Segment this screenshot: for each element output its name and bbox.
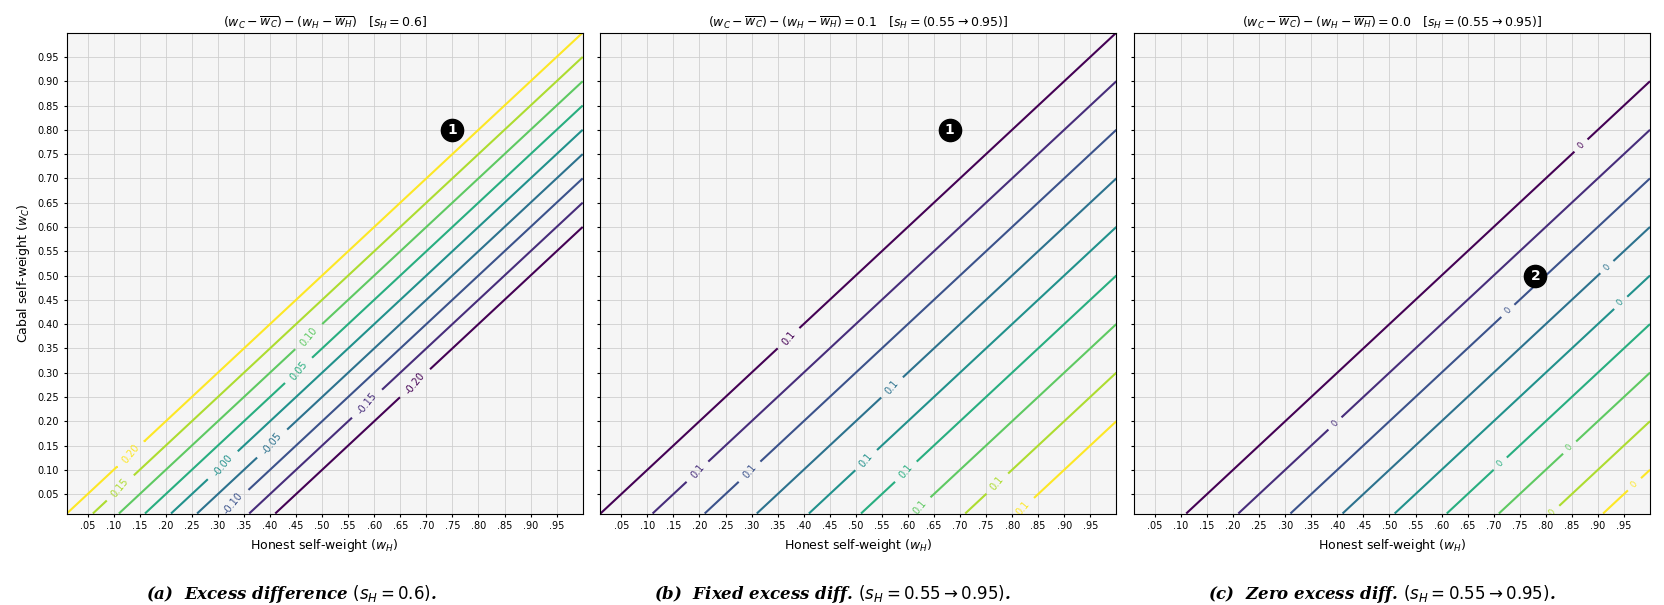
Text: 0: 0 bbox=[1330, 419, 1340, 428]
Text: 1: 1 bbox=[943, 123, 953, 137]
Text: 0: 0 bbox=[1564, 443, 1574, 453]
Text: 0: 0 bbox=[1503, 306, 1513, 316]
Text: 0.15: 0.15 bbox=[110, 477, 131, 500]
Text: (c)  Zero excess diff. $(s_H = 0.55 \to 0.95)$.: (c) Zero excess diff. $(s_H = 0.55 \to 0… bbox=[1208, 583, 1554, 605]
Text: -0.00: -0.00 bbox=[211, 453, 235, 478]
Text: 0: 0 bbox=[1629, 479, 1639, 489]
Text: 0: 0 bbox=[1494, 459, 1504, 468]
Text: 0.1: 0.1 bbox=[988, 474, 1005, 492]
Text: -0.10: -0.10 bbox=[221, 491, 245, 517]
Title: $(w_C - \overline{w_C}) - (w_H - \overline{w_H}) = 0.1$   $[s_H = (0.55\to0.95)]: $(w_C - \overline{w_C}) - (w_H - \overli… bbox=[707, 15, 1008, 31]
Text: 0: 0 bbox=[1614, 298, 1624, 308]
Text: (b)  Fixed excess diff. $(s_H = 0.55 \to 0.95)$.: (b) Fixed excess diff. $(s_H = 0.55 \to … bbox=[654, 583, 1010, 605]
X-axis label: Honest self-weight $(w_H)$: Honest self-weight $(w_H)$ bbox=[1316, 537, 1466, 554]
Text: (a)  Excess difference $(s_H = 0.6)$.: (a) Excess difference $(s_H = 0.6)$. bbox=[146, 583, 436, 605]
X-axis label: Honest self-weight $(w_H)$: Honest self-weight $(w_H)$ bbox=[784, 537, 932, 554]
Title: $(w_C - \overline{w_C}) - (w_H - \overline{w_H})$   $[s_H = 0.6]$: $(w_C - \overline{w_C}) - (w_H - \overli… bbox=[223, 15, 426, 31]
Text: 0: 0 bbox=[1546, 507, 1558, 517]
Text: 0: 0 bbox=[1574, 141, 1586, 151]
Text: 2: 2 bbox=[1529, 269, 1539, 283]
Title: $(w_C - \overline{w_C}) - (w_H - \overline{w_H}) = 0.0$   $[s_H = (0.55\to0.95)]: $(w_C - \overline{w_C}) - (w_H - \overli… bbox=[1241, 15, 1541, 31]
Text: -0.20: -0.20 bbox=[403, 370, 426, 396]
Text: 0.1: 0.1 bbox=[897, 463, 914, 481]
Text: 0.1: 0.1 bbox=[884, 378, 900, 396]
Text: 0.10: 0.10 bbox=[298, 325, 319, 348]
Text: 0: 0 bbox=[1601, 262, 1611, 272]
Text: 1: 1 bbox=[448, 123, 458, 137]
Text: 0.20: 0.20 bbox=[120, 442, 141, 465]
Text: 0.1: 0.1 bbox=[910, 499, 929, 517]
Text: -0.15: -0.15 bbox=[354, 391, 379, 416]
Text: 0.1: 0.1 bbox=[779, 329, 797, 347]
Text: 0.1: 0.1 bbox=[689, 463, 706, 481]
Text: 0.1: 0.1 bbox=[1013, 499, 1032, 517]
Text: 0.1: 0.1 bbox=[857, 451, 874, 469]
X-axis label: Honest self-weight $(w_H)$: Honest self-weight $(w_H)$ bbox=[250, 537, 399, 554]
Text: -0.05: -0.05 bbox=[260, 431, 285, 456]
Y-axis label: Cabal self-weight $(w_C)$: Cabal self-weight $(w_C)$ bbox=[15, 203, 32, 343]
Text: 0.1: 0.1 bbox=[740, 463, 757, 481]
Text: 0.05: 0.05 bbox=[288, 359, 310, 382]
